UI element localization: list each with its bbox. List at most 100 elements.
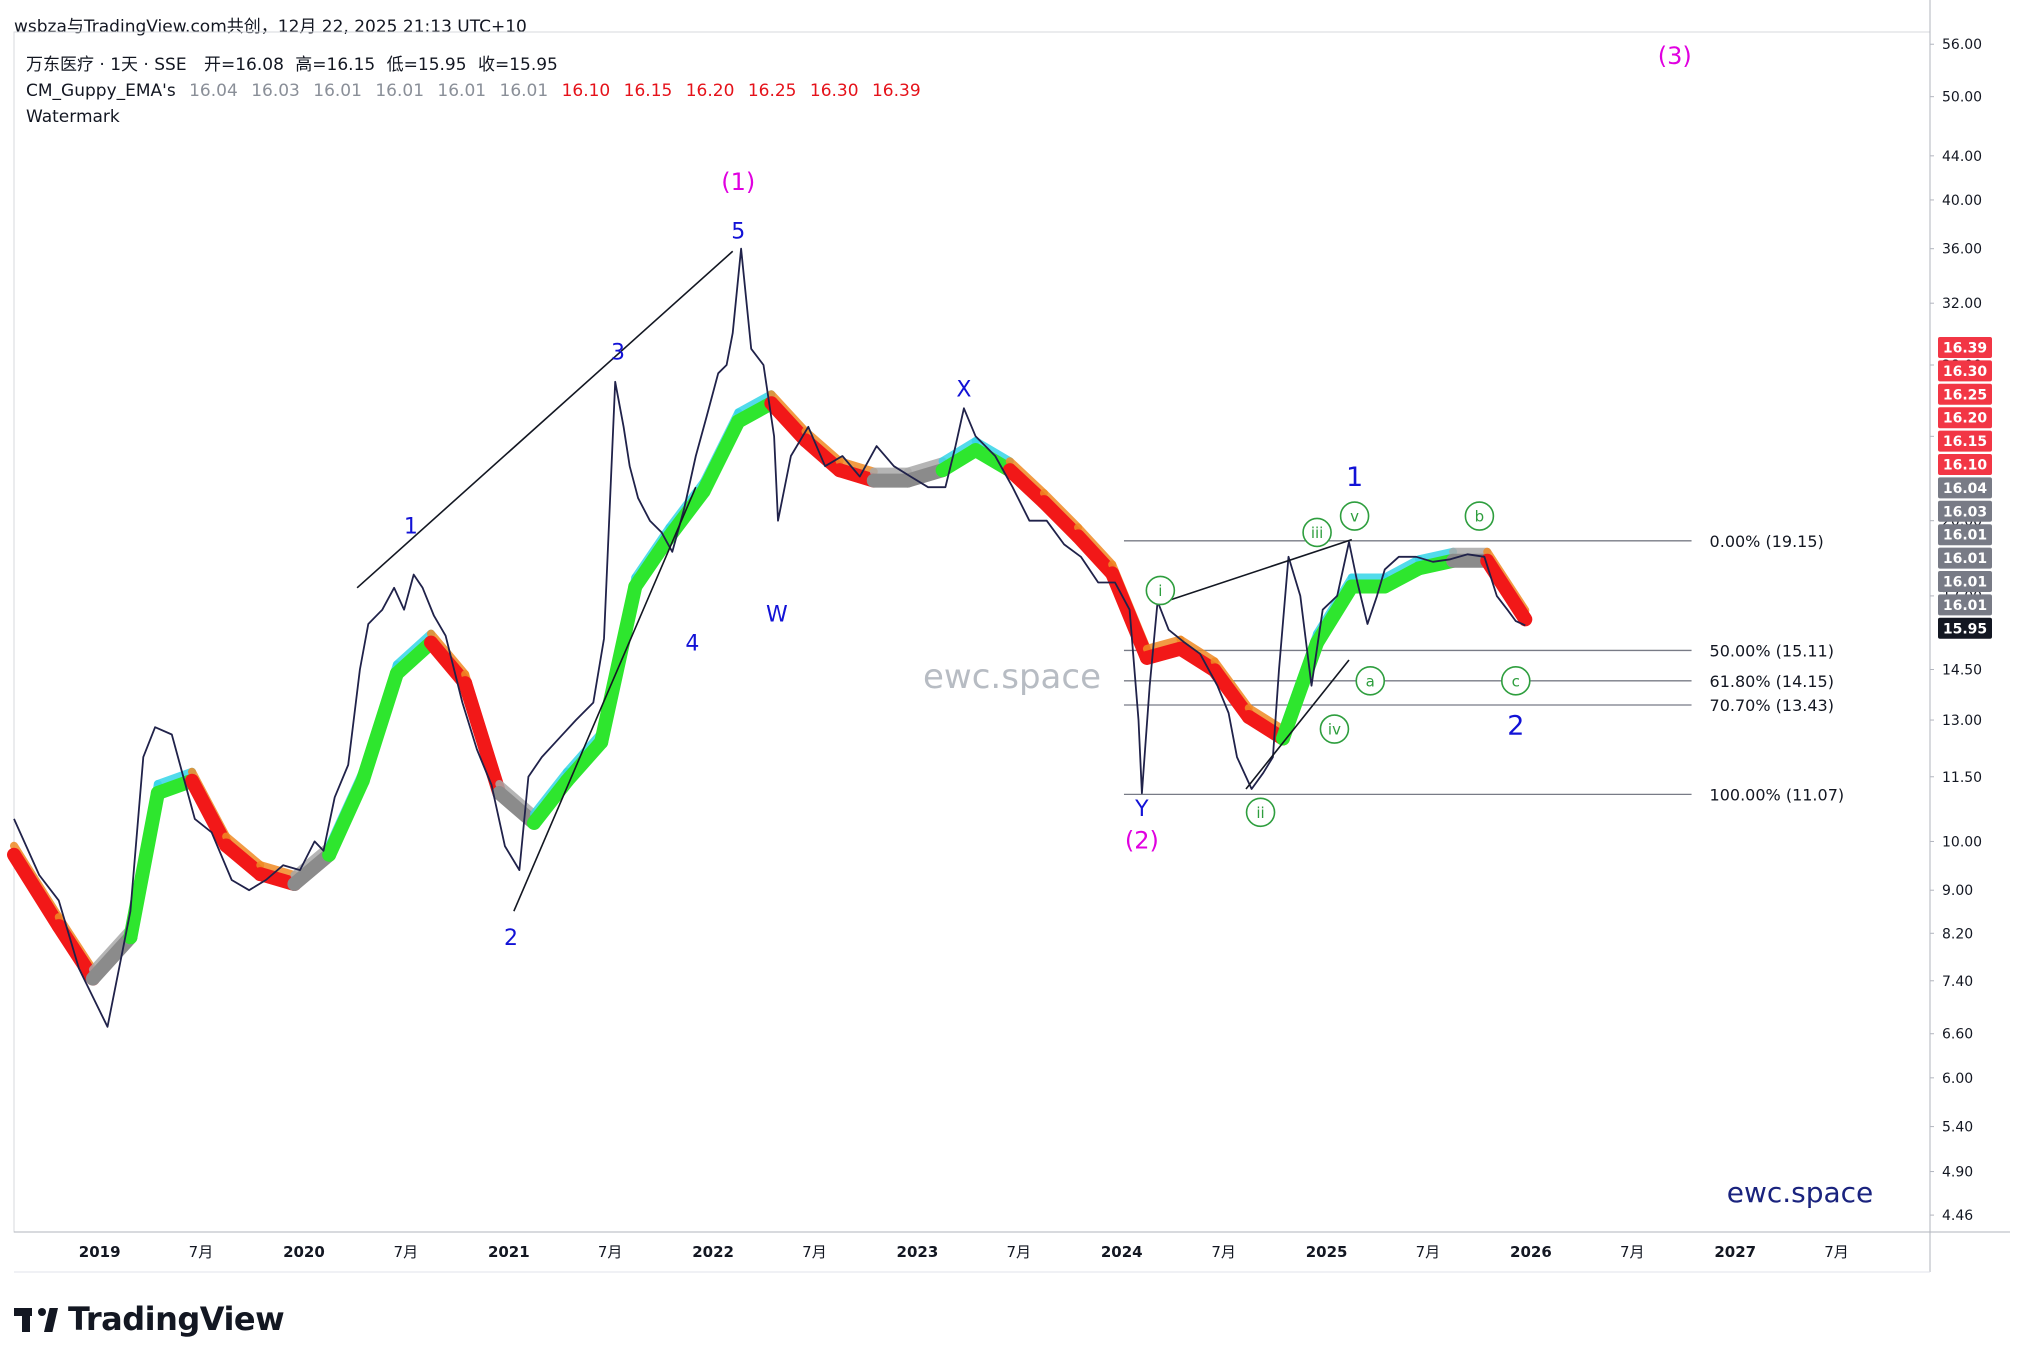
ema-slow-band-segment	[1480, 553, 1533, 627]
ema-slow-band-segment	[219, 838, 268, 882]
ema-red-value: 16.20	[685, 81, 735, 101]
price-tick-label: 50.00	[1942, 90, 1982, 106]
watermark-row[interactable]: Watermark	[26, 104, 921, 130]
price-axis-badge	[1938, 383, 1992, 405]
minor-wave-label: i	[1158, 582, 1162, 600]
ema-fast-band-segment	[734, 390, 776, 417]
wave-label: X	[956, 377, 971, 402]
price-axis-badge	[1938, 547, 1992, 569]
wave-label: 5	[731, 219, 745, 244]
price-tick-label: 13.00	[1942, 713, 1982, 729]
ohlc-close: 收=15.95	[477, 55, 558, 75]
time-tick-label: 7月	[394, 1243, 419, 1261]
symbol-row[interactable]: 万东医疗 · 1天 · SSE 开=16.08 高=16.15 低=15.95 …	[26, 52, 921, 78]
price-tick-label: 56.00	[1942, 37, 1982, 53]
ema-red-value: 16.30	[809, 81, 859, 101]
time-tick-label: 7月	[802, 1243, 827, 1261]
fib-level-label: 61.80% (14.15)	[1710, 672, 1834, 691]
price-axis-badge-label: 16.30	[1943, 364, 1988, 380]
elliott-trendline	[356, 250, 734, 589]
minor-wave-circle	[1319, 714, 1350, 744]
minor-wave-circle	[1145, 575, 1176, 606]
ema-gray-value: 16.01	[437, 81, 487, 101]
minor-wave-label: v	[1350, 508, 1359, 526]
ema-gray-value: 16.01	[499, 81, 549, 101]
price-tick-label: 7.40	[1942, 974, 1973, 990]
ema-slow-band-segment	[458, 676, 507, 801]
ema-gray-value: 16.01	[313, 81, 362, 101]
ema-slow-band-segment	[1002, 463, 1051, 510]
wave-label: 2	[1507, 711, 1524, 742]
ema-slow-band-segment	[7, 847, 66, 934]
trendlines	[356, 250, 1353, 912]
time-axis: 2019 7月 2020 7月 2021 7月 2022 7月 2023 7月 2024 7月 2025…	[79, 1243, 1849, 1261]
minor-wave-circle	[1500, 666, 1531, 696]
price-axis-badge-label: 16.01	[1943, 575, 1987, 591]
fib-level-label: 100.00% (11.07)	[1710, 785, 1845, 804]
wave-label: 1	[404, 515, 418, 540]
time-tick-label: 2024	[1101, 1243, 1143, 1261]
minor-wave-circle	[1339, 501, 1370, 531]
watermark-label: Watermark	[26, 107, 120, 127]
ema-slow-band-segment	[662, 484, 711, 544]
price-tick-label: 32.00	[1942, 296, 1982, 312]
watermarks: ewc.space ewc.space	[923, 657, 1873, 1209]
elliott-trendline	[1157, 538, 1353, 605]
ema-fast-band-segment	[153, 767, 196, 789]
ema-fast-band-segment	[903, 457, 947, 476]
price-chart[interactable]: 0.00% (19.15) 50.00% (15.11) 61.80% (14.15…	[0, 0, 2021, 1290]
ema-red-value: 16.25	[747, 81, 797, 101]
price-tick-label: 36.00	[1942, 242, 1982, 258]
tradingview-logo-icon	[14, 1306, 60, 1332]
price-axis-badge	[1938, 360, 1992, 382]
time-tick-label: 7月	[1006, 1243, 1031, 1261]
price-axis-badge	[1938, 500, 1992, 522]
ema-slow-band-segment	[424, 635, 473, 691]
ema-fast-band-segment	[971, 437, 1014, 466]
plot-border	[13, 31, 1931, 1233]
elliott-trendline	[1245, 659, 1350, 790]
tradingview-logo[interactable]: TradingView	[14, 1300, 285, 1338]
price-tick-label: 5.40	[1942, 1120, 1973, 1136]
time-tick-label: 2022	[692, 1243, 734, 1261]
time-tick-label: 2020	[283, 1243, 325, 1261]
price-axis-badge	[1938, 571, 1992, 592]
minor-wave-label: b	[1475, 508, 1485, 526]
price-tick-label: 4.90	[1942, 1165, 1973, 1181]
indicator-name: CM_Guppy_EMA's	[26, 81, 176, 101]
minor-wave-circle	[1464, 501, 1495, 531]
ohlc-high: 高=16.15	[295, 55, 376, 75]
ema-slow-band-segment	[764, 396, 813, 448]
wave-label: (1)	[721, 168, 755, 196]
ema-slow-band-segment	[1207, 663, 1256, 724]
ema-red-value: 16.10	[561, 81, 611, 101]
price-axis: 56.0050.0044.0040.0036.0032.0028.0024.00…	[1930, 37, 1992, 1224]
wave-label: Y	[1134, 797, 1149, 822]
time-tick-label: 7月	[1620, 1243, 1645, 1261]
ema-slow-band-segment	[287, 847, 337, 892]
price-axis-badge-label: 16.15	[1943, 434, 1987, 450]
price-axis-badge-label: 16.25	[1943, 387, 1987, 403]
ema-slow-band-segment	[51, 919, 100, 986]
time-tick-label: 2023	[897, 1243, 939, 1261]
ema-slow-band-segment	[594, 579, 643, 750]
time-tick-label: 2019	[79, 1243, 121, 1261]
ema-fast-band-segment	[1380, 555, 1423, 582]
price-axis-badge	[1938, 617, 1992, 639]
ema-slow-band-segment	[389, 635, 439, 681]
price-tick-label: 44.00	[1942, 149, 1982, 165]
price-axis-badge-label: 16.20	[1943, 411, 1988, 427]
fib-level-label: 50.00% (15.11)	[1710, 641, 1834, 660]
price-axis-badge-label: 16.10	[1943, 458, 1988, 474]
price-axis-badge	[1938, 407, 1992, 429]
ema-slow-band-segment	[696, 414, 746, 499]
ema-red-value: 16.39	[871, 81, 921, 101]
ema-slow-band-segment	[1071, 529, 1120, 581]
ema-slow-band-segment	[527, 773, 575, 830]
time-tick-label: 2021	[488, 1243, 530, 1261]
price-tick-label: 9.00	[1942, 883, 1973, 899]
price-tick-label: 6.00	[1942, 1071, 1973, 1087]
price-tick-label: 40.00	[1942, 193, 1982, 209]
minor-wave-label: ii	[1256, 804, 1264, 822]
indicator-row[interactable]: CM_Guppy_EMA's 16.04 16.03 16.01 16.01 1…	[26, 78, 921, 104]
